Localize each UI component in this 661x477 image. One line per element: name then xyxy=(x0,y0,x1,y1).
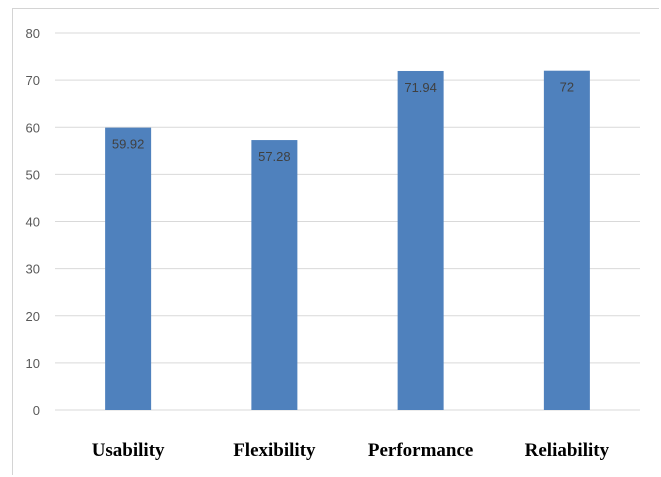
bars xyxy=(105,70,590,410)
data-label-flexibility: 57.28 xyxy=(258,149,291,164)
y-tick-label: 10 xyxy=(26,356,40,371)
y-tick-label: 30 xyxy=(26,262,40,277)
bar-usability xyxy=(105,127,152,410)
y-tick-label: 80 xyxy=(26,26,40,41)
category-label-reliability: Reliability xyxy=(525,440,610,461)
y-tick-label: 50 xyxy=(26,167,40,182)
y-tick-label: 20 xyxy=(26,309,40,324)
category-labels: Usability Flexibility Performance Reliabili… xyxy=(92,440,610,461)
gridlines xyxy=(55,32,640,411)
data-label-reliability: 72 xyxy=(560,80,574,95)
data-label-performance: 71.94 xyxy=(404,80,437,95)
y-tick-label: 60 xyxy=(26,120,40,135)
bar-reliability xyxy=(543,70,590,410)
data-label-usability: 59.92 xyxy=(112,137,145,152)
y-tick-label: 70 xyxy=(26,73,40,88)
y-tick-label: 40 xyxy=(26,215,40,230)
category-label-performance: Performance xyxy=(368,440,474,461)
bar-flexibility xyxy=(251,140,298,410)
y-tick-label: 0 xyxy=(33,403,40,418)
y-axis-ticks: 0 10 20 30 40 50 60 70 80 xyxy=(26,26,40,418)
bar-performance xyxy=(397,70,444,410)
data-labels: 59.92 57.28 71.94 72 xyxy=(112,80,574,164)
category-label-usability: Usability xyxy=(92,440,165,461)
chart-frame xyxy=(12,8,659,475)
category-label-flexibility: Flexibility xyxy=(233,440,316,461)
